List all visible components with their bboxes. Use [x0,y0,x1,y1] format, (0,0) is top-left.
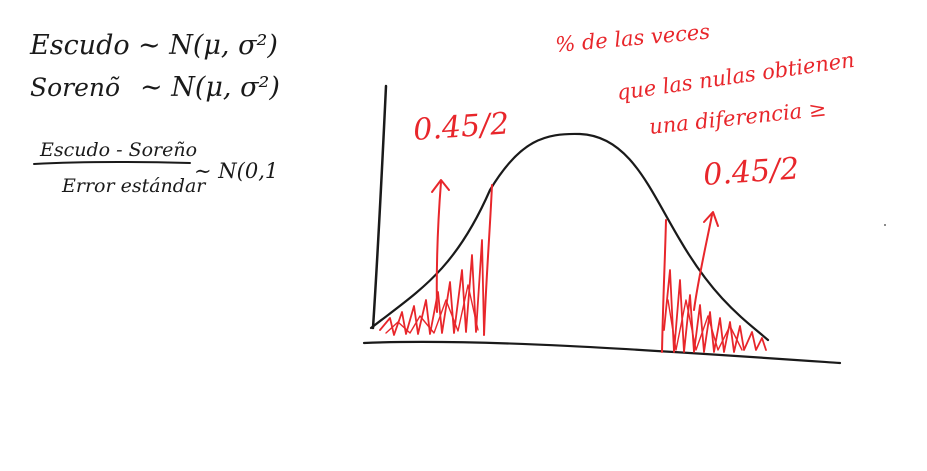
fraction-distribution: ∼ N(0,1 [194,159,278,183]
left-tail-hatching-2 [385,284,479,334]
soreno-distribution: ∼ N(μ, σ²) [140,72,280,103]
red-annotations: 0.45/2 0.45/2 % de las veces que las nul… [412,20,856,193]
left-tail-region [379,179,493,336]
right-arrow [693,214,713,311]
left-tail-hatching [379,239,485,336]
left-tail-value: 0.45/2 [412,106,510,148]
fraction-denominator: Error estándar [61,175,207,197]
stray-dot [884,224,886,226]
left-arrow [435,181,442,313]
fraction-numerator: Escudo - Soreño [39,139,197,161]
escudo-distribution: ∼ N(μ, σ²) [138,30,278,61]
left-tail-boundary [483,184,493,336]
right-arrow-head [703,211,719,227]
distribution-formulas: Escudo ∼ N(μ, σ²) Sorenõ ∼ N(μ, σ²) Escu… [29,30,280,197]
escudo-label: Escudo [29,30,130,61]
fraction-bar [33,161,191,165]
right-tail-value: 0.45/2 [702,151,800,193]
normal-curve [369,132,770,342]
left-arrow-head [431,179,450,193]
x-axis [362,340,842,365]
right-tail-region [661,211,767,353]
right-tail-hatching-2 [667,299,743,351]
soreno-label: Sorenõ [30,73,120,102]
note-line-3: una diferencia ≥ [648,97,827,139]
note-line-1: % de las veces [554,20,711,57]
right-tail-boundary [661,219,667,353]
right-tail-hatching [663,269,767,353]
axes [362,84,842,365]
y-axis [371,84,388,330]
